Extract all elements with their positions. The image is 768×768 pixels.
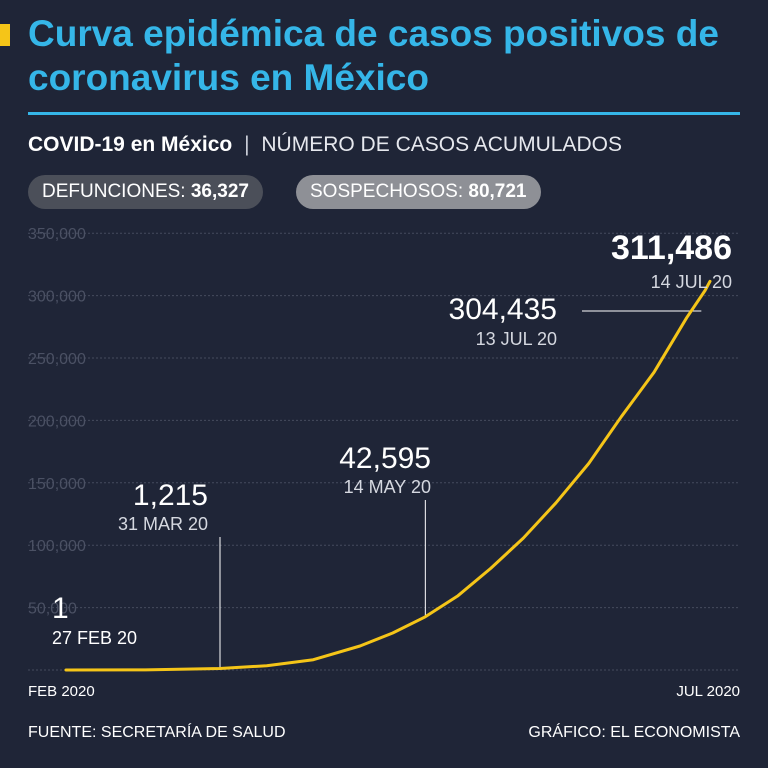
- x-axis-label-start: FEB 2020: [28, 683, 95, 700]
- y-tick-label: 350,000: [28, 226, 86, 243]
- source-note: FUENTE: SECRETARÍA DE SALUD: [28, 724, 286, 741]
- annotation-date: 14 MAY 20: [344, 477, 431, 497]
- suspected-value: 80,721: [468, 181, 527, 202]
- annotation-value: 42,595: [339, 442, 431, 475]
- y-tick-label: 100,000: [28, 538, 86, 555]
- suspected-badge: SOSPECHOSOS: 80,721: [296, 175, 541, 209]
- annotation-date: 27 FEB 20: [52, 628, 137, 648]
- y-tick-label: 50,000: [28, 601, 77, 618]
- annotation-date: 14 JUL 20: [651, 272, 732, 292]
- x-axis-label-end: JUL 2020: [676, 683, 740, 700]
- suspected-label: SOSPECHOSOS:: [310, 181, 464, 202]
- deaths-label: DEFUNCIONES:: [42, 181, 186, 202]
- annotation-value: 311,486: [611, 229, 732, 267]
- deaths-value: 36,327: [190, 181, 249, 202]
- subtitle-separator: |: [244, 133, 250, 156]
- y-tick-label: 200,000: [28, 413, 86, 430]
- title-accent-bar: [0, 24, 10, 46]
- subtitle-measure: NÚMERO DE CASOS ACUMULADOS: [261, 133, 622, 156]
- annotation-date: 31 MAR 20: [118, 514, 208, 534]
- y-tick-label: 250,000: [28, 351, 86, 368]
- y-tick-label: 300,000: [28, 289, 86, 306]
- annotation-value: 304,435: [449, 293, 557, 326]
- cases-series-line: [64, 279, 712, 672]
- chart-subtitle: COVID-19 en México | NÚMERO DE CASOS ACU…: [28, 133, 622, 157]
- annotation-date: 13 JUL 20: [476, 329, 557, 349]
- chart-title: Curva epidémica de casos positivos de co…: [28, 13, 719, 98]
- subtitle-country: COVID-19 en México: [28, 133, 233, 156]
- credit-note: GRÁFICO: EL ECONOMISTA: [528, 724, 740, 741]
- y-tick-label: 150,000: [28, 476, 86, 493]
- annotation-value: 1,215: [133, 479, 208, 512]
- deaths-badge: DEFUNCIONES: 36,327: [28, 175, 263, 209]
- title-divider: [28, 112, 740, 115]
- annotation-value: 1: [52, 592, 69, 625]
